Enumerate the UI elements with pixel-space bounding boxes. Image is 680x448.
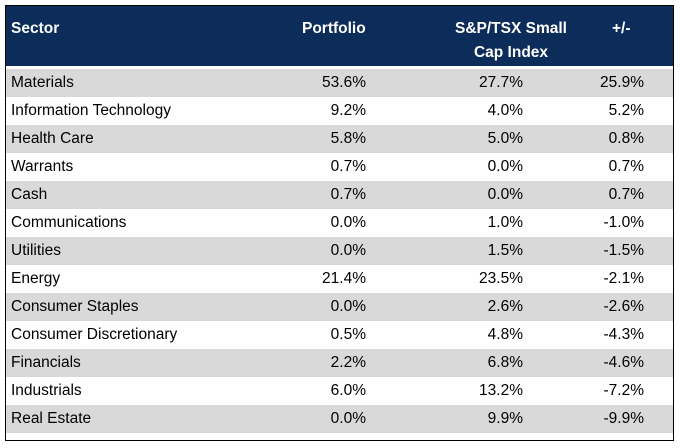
portfolio-cell: 0.0% <box>330 214 366 231</box>
difference-cell: -1.5% <box>603 242 645 259</box>
table-row: Financials 2.2% 6.8% -4.6% <box>6 349 673 377</box>
index-cell: 1.5% <box>487 242 523 259</box>
header-difference: +/- <box>612 20 631 37</box>
table-row: Consumer Discretionary 0.5% 4.8% -4.3% <box>6 321 673 349</box>
portfolio-cell: 53.6% <box>322 74 366 91</box>
portfolio-cell: 0.7% <box>330 158 366 175</box>
difference-cell: 0.8% <box>608 130 644 147</box>
table-row: Consumer Staples 0.0% 2.6% -2.6% <box>6 293 673 321</box>
difference-cell: 5.2% <box>608 102 644 119</box>
index-cell: 9.9% <box>487 410 523 427</box>
sector-cell: Industrials <box>11 382 82 399</box>
sector-cell: Utilities <box>11 242 61 259</box>
header-sector: Sector <box>11 20 60 37</box>
table-row: Real Estate 0.0% 9.9% -9.9% <box>6 405 673 433</box>
sector-cell: Consumer Discretionary <box>11 326 178 343</box>
difference-cell: -9.9% <box>603 410 645 427</box>
table-row: Materials 53.6% 27.7% 25.9% <box>6 69 673 97</box>
difference-cell: -4.6% <box>603 354 645 371</box>
sector-cell: Cash <box>11 186 48 203</box>
header-index-line1: S&P/TSX Small <box>455 20 567 37</box>
index-cell: 23.5% <box>479 270 523 287</box>
index-cell: 13.2% <box>479 382 523 399</box>
index-cell: 2.6% <box>487 298 523 315</box>
table-row: Warrants 0.7% 0.0% 0.7% <box>6 153 673 181</box>
table-row: Information Technology 9.2% 4.0% 5.2% <box>6 97 673 125</box>
sector-allocation-table: Sector Portfolio S&P/TSX Small Cap Index… <box>5 5 674 441</box>
portfolio-cell: 5.8% <box>330 130 366 147</box>
index-cell: 5.0% <box>487 130 523 147</box>
table-header: Sector Portfolio S&P/TSX Small Cap Index… <box>6 6 673 66</box>
difference-cell: 0.7% <box>608 186 644 203</box>
portfolio-cell: 21.4% <box>322 270 366 287</box>
portfolio-cell: 6.0% <box>330 382 366 399</box>
sector-cell: Real Estate <box>11 410 92 427</box>
index-cell: 1.0% <box>487 214 523 231</box>
portfolio-cell: 9.2% <box>330 102 366 119</box>
sector-cell: Communications <box>11 214 127 231</box>
table-row: Health Care 5.8% 5.0% 0.8% <box>6 125 673 153</box>
header-index-line2: Cap Index <box>473 44 549 61</box>
table-body: Materials 53.6% 27.7% 25.9% Information Tech… <box>6 69 673 433</box>
portfolio-cell: 0.0% <box>330 242 366 259</box>
table-row: Utilities 0.0% 1.5% -1.5% <box>6 237 673 265</box>
index-cell: 0.0% <box>487 186 523 203</box>
table-row: Communications 0.0% 1.0% -1.0% <box>6 209 673 237</box>
sector-cell: Consumer Staples <box>11 298 139 315</box>
portfolio-cell: 0.0% <box>330 410 366 427</box>
index-cell: 4.8% <box>487 326 523 343</box>
table-row: Cash 0.7% 0.0% 0.7% <box>6 181 673 209</box>
difference-cell: -4.3% <box>603 326 645 343</box>
index-cell: 4.0% <box>487 102 523 119</box>
index-cell: 27.7% <box>479 74 523 91</box>
difference-cell: 0.7% <box>608 158 644 175</box>
difference-cell: -1.0% <box>603 214 645 231</box>
portfolio-cell: 2.2% <box>330 354 366 371</box>
difference-cell: -7.2% <box>603 382 645 399</box>
sector-cell: Energy <box>11 270 61 287</box>
sector-cell: Warrants <box>11 158 74 175</box>
difference-cell: -2.1% <box>603 270 645 287</box>
index-cell: 6.8% <box>487 354 523 371</box>
sector-cell: Health Care <box>11 130 94 147</box>
header-portfolio: Portfolio <box>302 20 366 37</box>
sector-cell: Information Technology <box>11 102 171 119</box>
portfolio-cell: 0.5% <box>330 326 366 343</box>
portfolio-cell: 0.0% <box>330 298 366 315</box>
table-row: Industrials 6.0% 13.2% -7.2% <box>6 377 673 405</box>
sector-cell: Materials <box>11 74 74 91</box>
difference-cell: -2.6% <box>603 298 645 315</box>
difference-cell: 25.9% <box>600 74 644 91</box>
portfolio-cell: 0.7% <box>330 186 366 203</box>
sector-cell: Financials <box>11 354 81 371</box>
header-index: S&P/TSX Small Cap Index <box>436 17 586 65</box>
table-row: Energy 21.4% 23.5% -2.1% <box>6 265 673 293</box>
index-cell: 0.0% <box>487 158 523 175</box>
